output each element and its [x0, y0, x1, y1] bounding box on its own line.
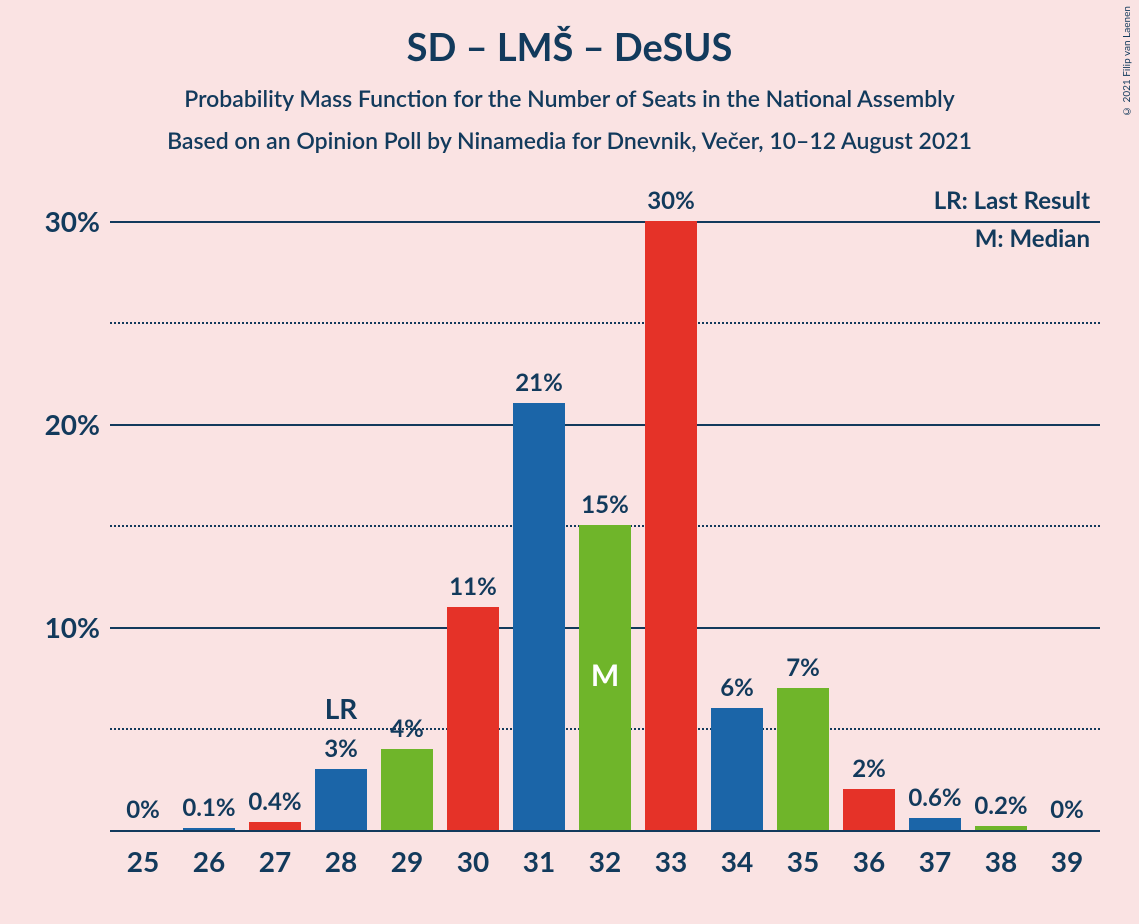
x-axis-tick-label: 37: [919, 844, 951, 878]
bar-value-label: 21%: [515, 368, 563, 397]
bar-value-label: 7%: [786, 653, 820, 682]
x-axis-tick-label: 38: [985, 844, 1017, 878]
bar: [975, 826, 1026, 830]
bar: [909, 818, 960, 830]
x-axis-tick-label: 34: [721, 844, 753, 878]
x-axis-tick-label: 36: [853, 844, 885, 878]
x-axis-tick-label: 32: [589, 844, 621, 878]
bar-value-label: 3%: [324, 734, 358, 763]
bar-value-label: 0.2%: [974, 791, 1027, 820]
bar: [513, 403, 564, 830]
bar: [381, 749, 432, 830]
bar-value-label: 6%: [720, 673, 754, 702]
x-axis-tick-label: 25: [127, 844, 159, 878]
lr-marker: LR: [325, 691, 358, 725]
bar: [711, 708, 762, 830]
chart-subtitle-1: Probability Mass Function for the Number…: [0, 84, 1139, 112]
bar-value-label: 0%: [126, 795, 160, 824]
gridline-minor: [110, 322, 1100, 324]
chart-plot-area: 10%20%30%LR: Last ResultM: Median0%250.1…: [110, 180, 1100, 830]
legend-median: M: Median: [975, 224, 1090, 253]
bar: [315, 769, 366, 830]
bar-value-label: 0.6%: [908, 783, 961, 812]
bar: [447, 607, 498, 830]
bar: [183, 828, 234, 830]
bar: [843, 789, 894, 830]
y-axis-tick-label: 10%: [10, 610, 100, 644]
bar-value-label: 2%: [852, 754, 886, 783]
x-axis-tick-label: 28: [325, 844, 357, 878]
gridline-major: [110, 830, 1100, 832]
x-axis-tick-label: 33: [655, 844, 687, 878]
bar: [777, 688, 828, 830]
x-axis-tick-label: 31: [523, 844, 555, 878]
gridline-major: [110, 424, 1100, 426]
bar-value-label: 30%: [647, 186, 695, 215]
x-axis-tick-label: 35: [787, 844, 819, 878]
bar-value-label: 0.4%: [248, 787, 301, 816]
chart-title: SD – LMŠ – DeSUS: [0, 0, 1139, 70]
copyright-text: © 2021 Filip van Laenen: [1121, 6, 1133, 117]
bar-value-label: 15%: [581, 490, 629, 519]
bar-value-label: 0.1%: [182, 793, 235, 822]
legend-lr: LR: Last Result: [934, 186, 1090, 215]
bar: [645, 221, 696, 830]
median-marker: M: [591, 657, 619, 693]
bar: [249, 822, 300, 830]
gridline-major: [110, 221, 1100, 223]
x-axis-tick-label: 30: [457, 844, 489, 878]
bar-value-label: 0%: [1050, 795, 1084, 824]
x-axis-tick-label: 39: [1051, 844, 1083, 878]
y-axis-tick-label: 30%: [10, 204, 100, 238]
x-axis-tick-label: 27: [259, 844, 291, 878]
bar-value-label: 4%: [390, 714, 424, 743]
bar-value-label: 11%: [449, 572, 497, 601]
y-axis-tick-label: 20%: [10, 407, 100, 441]
x-axis-tick-label: 29: [391, 844, 423, 878]
x-axis-tick-label: 26: [193, 844, 225, 878]
chart-subtitle-2: Based on an Opinion Poll by Ninamedia fo…: [0, 126, 1139, 154]
